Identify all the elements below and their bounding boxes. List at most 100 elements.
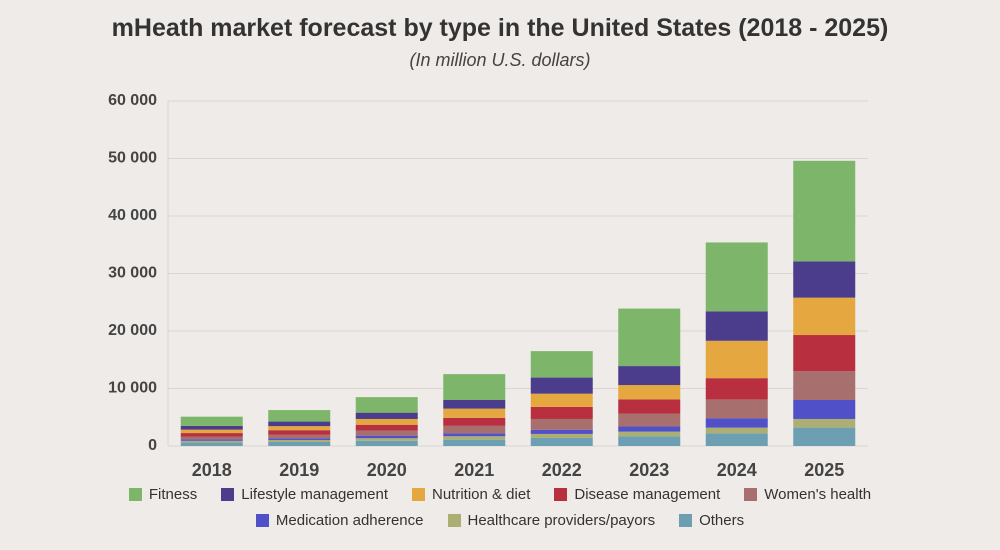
bar-segment-medication-adherence <box>443 433 506 437</box>
y-tick-label: 60 000 <box>108 92 157 109</box>
x-tick-label: 2023 <box>629 460 669 480</box>
bar-segment-medication-adherence <box>705 418 768 428</box>
bar-segment-others <box>705 433 768 446</box>
bar-segment-disease-management <box>705 378 768 400</box>
bar-segment-women-s-health <box>530 418 593 430</box>
bar-segment-healthcare-providers-payors <box>443 436 506 440</box>
legend: Fitness Lifestyle management Nutrition & d… <box>0 486 1000 538</box>
bar-segment-healthcare-providers-payors <box>618 431 681 437</box>
legend-label: Women's health <box>764 486 872 503</box>
bar-segment-fitness <box>268 410 331 422</box>
chart-title: mHeath market forecast by type in the Un… <box>111 14 889 42</box>
bar-segment-medication-adherence <box>355 435 418 439</box>
bar-segment-disease-management <box>530 406 593 419</box>
bar-segment-lifestyle-management <box>180 425 243 430</box>
bar-segment-women-s-health <box>705 399 768 419</box>
chart-subtitle: (In million U.S. dollars) <box>409 50 591 70</box>
bar-segment-others <box>618 436 681 446</box>
bar-segment-nutrition-diet <box>443 408 506 418</box>
x-tick-label: 2024 <box>717 460 757 480</box>
bar-segment-women-s-health <box>355 430 418 436</box>
bar-segment-lifestyle-management <box>618 366 681 386</box>
legend-row: Fitness Lifestyle management Nutrition & d… <box>0 486 1000 503</box>
bar-segment-women-s-health <box>618 413 681 427</box>
bar-segment-lifestyle-management <box>443 400 506 409</box>
y-tick-label: 30 000 <box>108 265 157 282</box>
bar-segment-others <box>180 442 243 446</box>
bar-segment-healthcare-providers-payors <box>705 427 768 434</box>
legend-label: Healthcare providers/payors <box>467 512 656 529</box>
y-tick-label: 0 <box>148 437 157 454</box>
bar-segment-medication-adherence <box>530 429 593 434</box>
legend-swatch <box>554 488 568 501</box>
bar-segment-fitness <box>443 374 506 400</box>
legend-label: Lifestyle management <box>241 486 388 503</box>
legend-swatch <box>221 488 235 501</box>
x-tick-label: 2020 <box>367 460 407 480</box>
bar-segment-fitness <box>355 397 418 413</box>
x-tick-label: 2019 <box>279 460 319 480</box>
x-tick-label: 2021 <box>454 460 494 480</box>
bar-segment-fitness <box>618 308 681 367</box>
bar-segment-disease-management <box>268 430 331 435</box>
legend-label: Disease management <box>574 486 721 503</box>
legend-label: Nutrition & diet <box>431 486 531 503</box>
legend-label: Medication adherence <box>275 512 424 529</box>
bar-segment-women-s-health <box>793 371 856 400</box>
bar-segment-fitness <box>180 416 243 426</box>
legend-swatch <box>255 514 269 527</box>
bar-segment-lifestyle-management <box>355 412 418 419</box>
bar-segment-medication-adherence <box>180 439 243 441</box>
legend-swatch <box>744 488 758 501</box>
bar-segment-healthcare-providers-payors <box>180 440 243 443</box>
bar-segment-disease-management <box>443 417 506 426</box>
legend-item: Disease management <box>554 486 720 503</box>
bar-segment-others <box>355 440 418 446</box>
bar-segment-healthcare-providers-payors <box>530 433 593 438</box>
bar-segment-lifestyle-management <box>793 261 856 298</box>
y-tick-label: 20 000 <box>108 322 157 339</box>
bar-segment-medication-adherence <box>618 426 681 432</box>
legend-item: Medication adherence <box>255 512 424 529</box>
bar-segment-lifestyle-management <box>530 377 593 394</box>
bar-segment-healthcare-providers-payors <box>793 418 856 428</box>
bar-segment-others <box>443 439 506 446</box>
bar-segment-women-s-health <box>180 436 243 440</box>
bar-segment-women-s-health <box>443 425 506 434</box>
bar-segment-lifestyle-management <box>268 421 331 427</box>
bar-segment-nutrition-diet <box>355 418 418 425</box>
bar-segment-fitness <box>705 242 768 312</box>
legend-item: Lifestyle management <box>221 486 388 503</box>
bar-segment-nutrition-diet <box>618 385 681 400</box>
bar-segment-nutrition-diet <box>180 429 243 434</box>
legend-swatch <box>447 514 461 527</box>
bar-segment-nutrition-diet <box>268 426 331 431</box>
legend-label: Others <box>699 512 745 529</box>
bar-segment-women-s-health <box>268 434 331 439</box>
bar-segment-others <box>530 437 593 446</box>
legend-item: Others <box>679 512 744 529</box>
bar-segment-lifestyle-management <box>705 311 768 341</box>
bar-segment-disease-management <box>618 399 681 414</box>
y-tick-label: 40 000 <box>108 207 157 224</box>
bar-segment-fitness <box>793 160 856 262</box>
bar-segment-others <box>793 427 856 446</box>
y-tick-label: 50 000 <box>108 150 157 167</box>
bar-segment-disease-management <box>793 335 856 372</box>
x-tick-label: 2025 <box>804 460 844 480</box>
x-tick-label: 2018 <box>192 460 232 480</box>
legend-item: Fitness <box>128 486 197 503</box>
y-tick-label: 10 000 <box>108 380 157 397</box>
bar-segment-nutrition-diet <box>705 340 768 379</box>
bar-segment-others <box>268 441 331 446</box>
bar-segment-fitness <box>530 351 593 378</box>
legend-swatch <box>128 488 142 501</box>
legend-item: Healthcare providers/payors <box>447 512 656 529</box>
bar-segment-medication-adherence <box>268 438 331 440</box>
bar-segment-nutrition-diet <box>530 393 593 407</box>
legend-swatch <box>679 514 693 527</box>
legend-item: Nutrition & diet <box>411 486 531 503</box>
bar-segment-healthcare-providers-payors <box>268 439 331 442</box>
bar-segment-disease-management <box>355 424 418 431</box>
bar-segment-medication-adherence <box>793 400 856 419</box>
